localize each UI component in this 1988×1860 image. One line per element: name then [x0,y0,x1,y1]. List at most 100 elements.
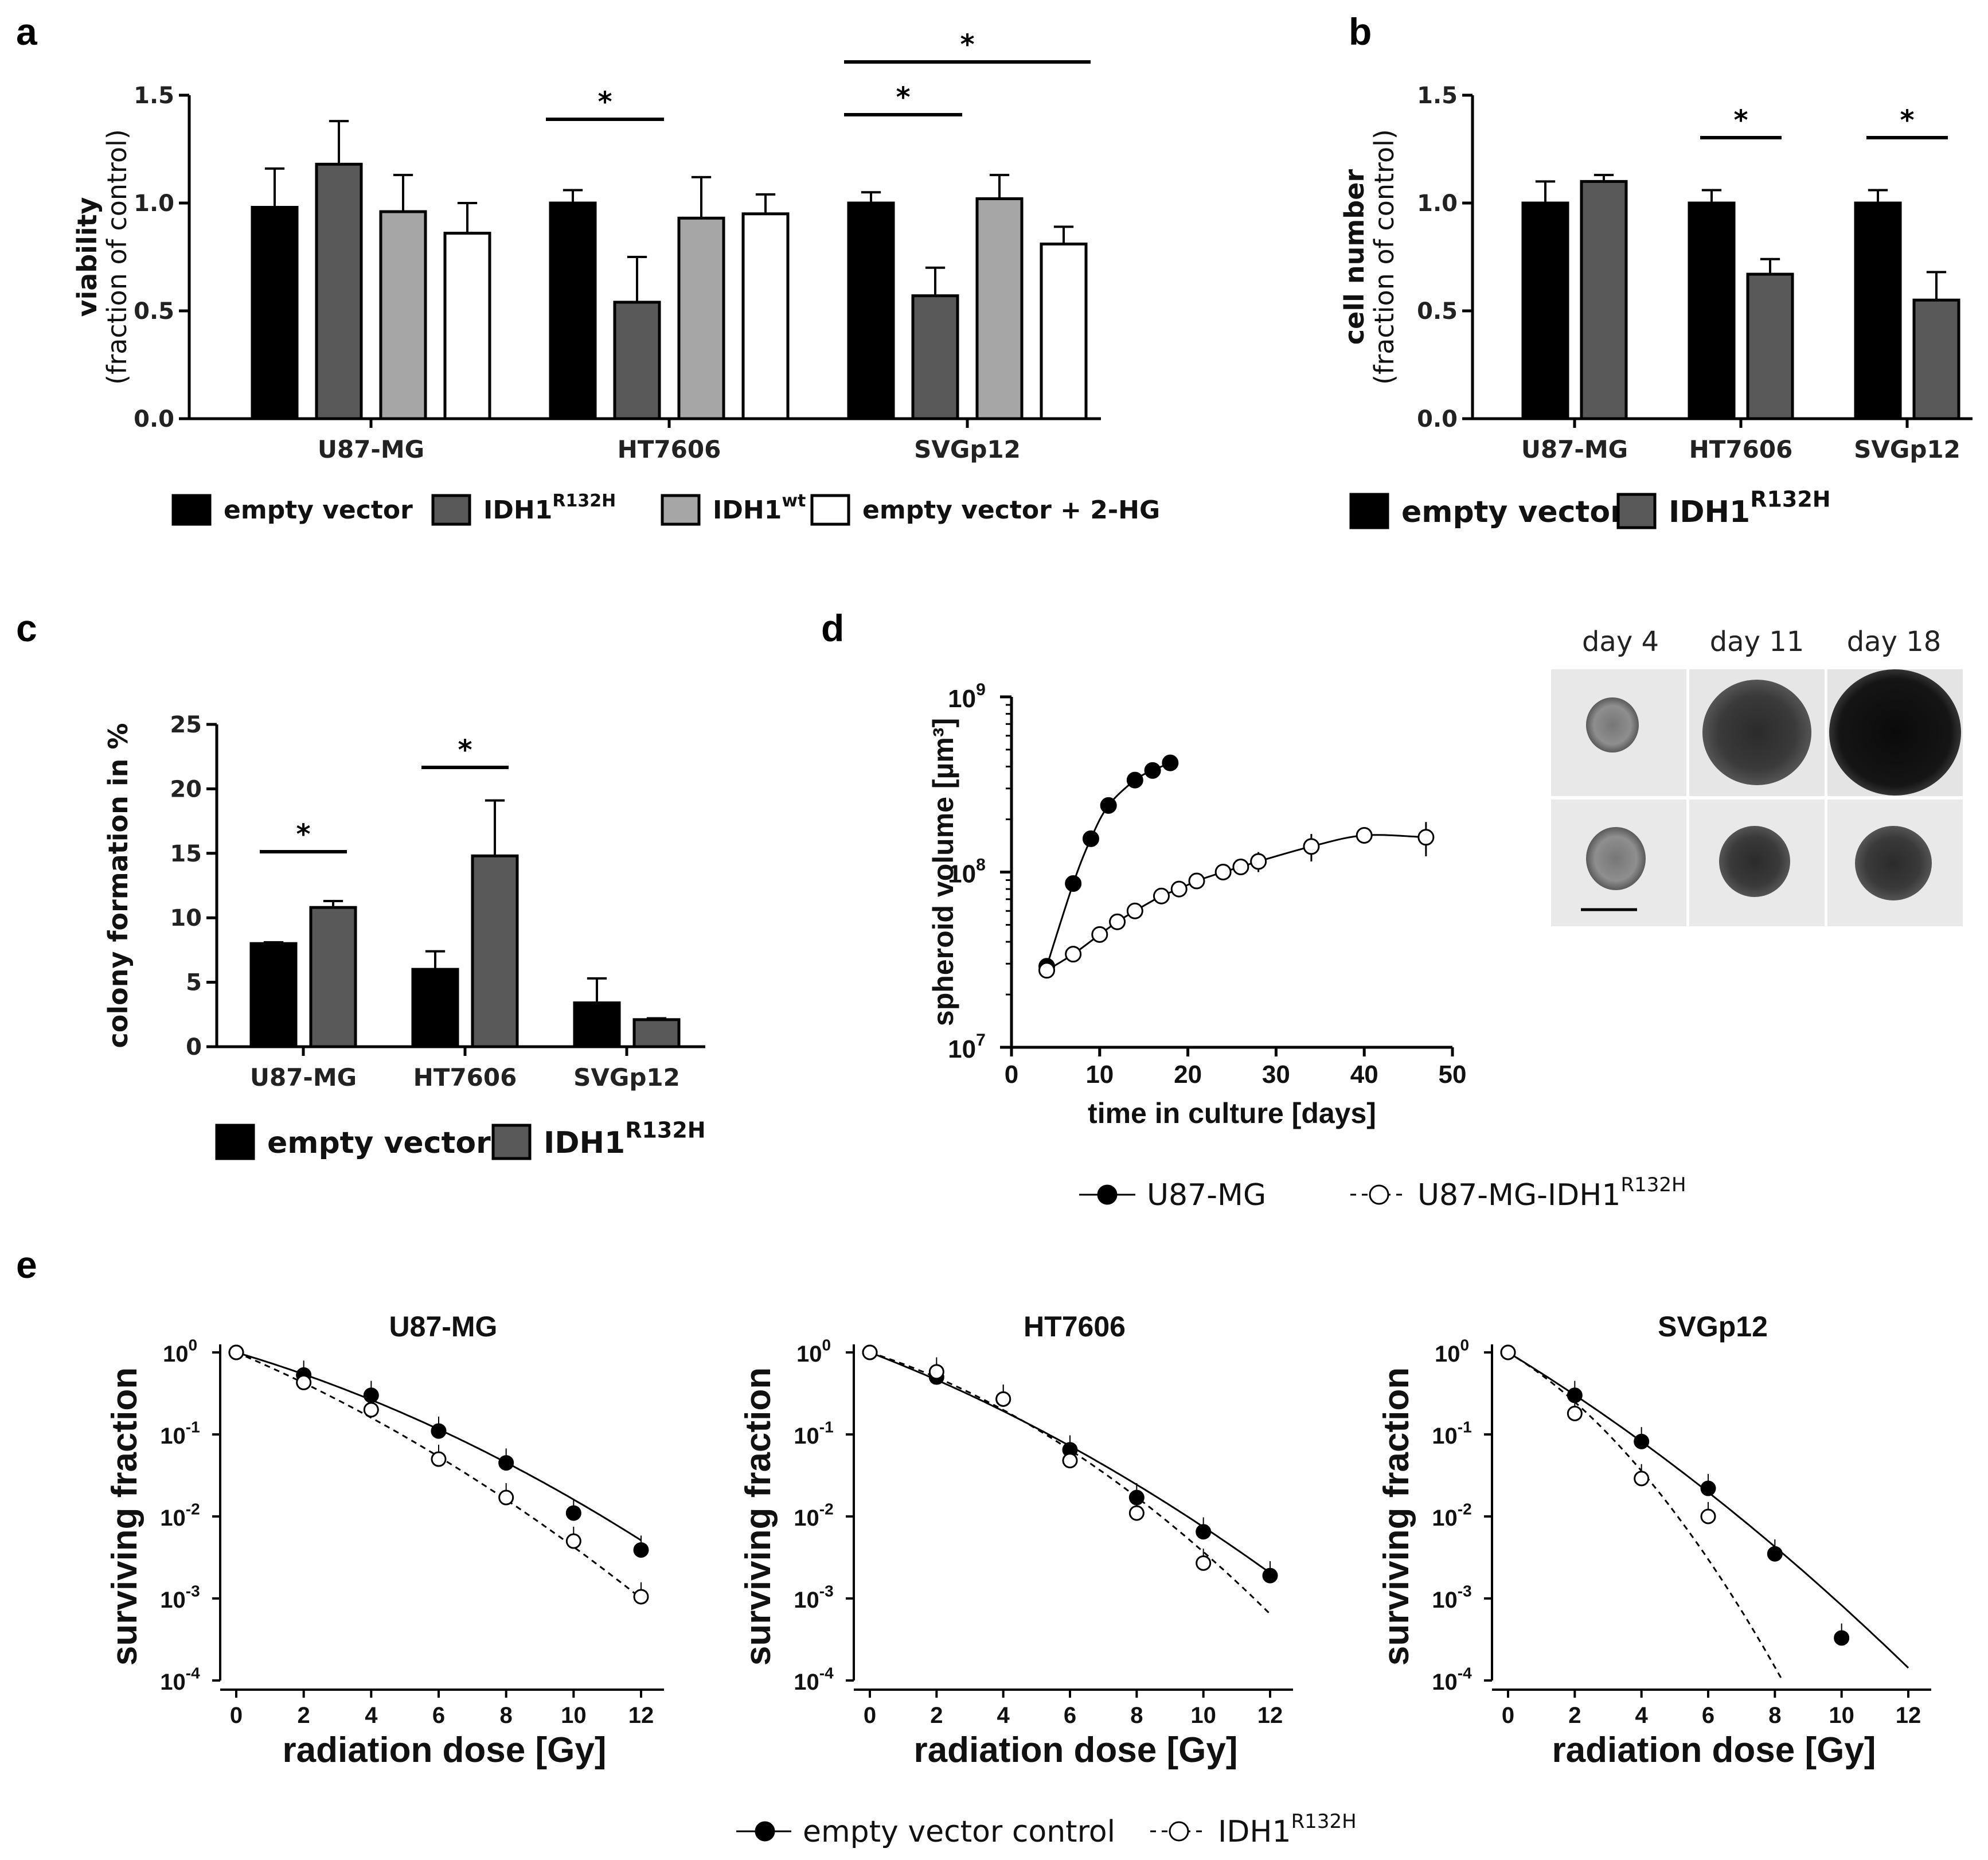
data-point [1196,1555,1212,1571]
data-point [633,1542,649,1558]
category-label: SVGp12 [1854,435,1960,463]
category-label: U87-MG [318,435,424,463]
bar [1040,242,1088,420]
x-tick-label: 4 [1635,1703,1649,1728]
series-line [1046,762,1171,967]
y-tick-label: 10-3 [794,1582,833,1613]
data-point [498,1489,514,1506]
data-point [296,1374,312,1390]
x-tick-label: 8 [1130,1703,1143,1728]
data-point [363,1402,379,1418]
data-point [1214,864,1232,880]
y-tick-label: 0.0 [1417,406,1458,432]
panel-letter-d: d [821,607,844,649]
bar [251,206,299,420]
day-label-11: day 11 [1710,626,1805,658]
data-point [1082,830,1099,847]
data-point [1196,1524,1212,1540]
x-tick-label: 12 [1257,1703,1283,1728]
x-tick-label: 6 [1064,1703,1076,1728]
panel-letter-c: c [16,607,37,649]
bar [613,301,661,420]
data-point [1109,913,1126,930]
y-axis-label: surviving fraction [739,1367,778,1666]
spheroid-u87-day18 [1829,669,1961,796]
spheroid-u87-day11 [1702,680,1811,785]
x-tick-label: 10 [1190,1703,1216,1728]
y-tick-label: 1.5 [1417,83,1458,109]
chart-title: U87-MG [389,1311,498,1343]
bar [379,210,427,420]
bar [741,212,790,420]
bar [1580,180,1628,420]
y-axis-sublabel: (fraction of control) [1369,129,1400,385]
x-tick-label: 2 [298,1703,310,1728]
panel-c-colony-formation-chart: 0 5 10 15 20 25 colony formation in % U87-MG HT7… [103,712,705,1091]
bar [315,162,363,420]
y-tick-label: 10-2 [794,1500,833,1531]
legend-label: empty vector + 2-HG [862,496,1160,525]
y-tick-label: 10-2 [1432,1500,1471,1531]
y-tick-label: 1.0 [1417,190,1458,217]
legend-swatch [1349,493,1389,529]
panel-e-ht7606-survival-chart: HT7606 0 2 4 6 8 10 12 100 10-1 10-2 10-3 10-4 radiat… [739,1311,1293,1770]
legend-c: empty vector IDH1R132H [215,1117,706,1160]
data-point [1188,872,1205,890]
x-tick-label: 0 [864,1703,876,1728]
bar [911,294,959,420]
bar [847,201,895,420]
y-tick-label: 10-3 [160,1582,200,1613]
day-label-4: day 4 [1582,626,1659,658]
data-point [228,1344,244,1360]
category-label: HT7606 [413,1063,517,1091]
legend-label: empty vector [1401,495,1625,529]
y-axis-label: spheroid volume [µm³] [927,718,959,1026]
data-point [1567,1405,1583,1421]
bar [249,942,298,1048]
y-tick-label: 10 [170,905,202,931]
x-tick-label: 40 [1350,1060,1378,1089]
y-tick-label: 109 [948,680,986,713]
spheroid-idh1-day4 [1586,827,1646,890]
legend-label: empty vector [224,496,413,525]
y-tick-label: 107 [948,1031,986,1063]
data-point [1834,1630,1850,1646]
data-point [1500,1344,1516,1360]
y-tick-label: 10-1 [794,1418,833,1449]
data-point [1634,1433,1650,1449]
spheroid-u87-day4 [1586,697,1639,752]
category-label: U87-MG [1521,435,1628,463]
y-tick-label: 10-1 [1432,1418,1471,1449]
y-tick-label: 1.0 [134,190,174,217]
panel-a-viability-chart: 0.0 0.5 1.0 1.5 viability(fraction of contro… [72,29,1101,463]
panel-letter-e: e [16,1243,37,1286]
x-tick-label: 10 [1829,1703,1854,1728]
data-point [1126,771,1143,789]
data-point [565,1533,581,1549]
x-tick-label: 20 [1174,1060,1202,1089]
bar [1521,201,1569,420]
y-tick-label: 20 [170,776,202,802]
significance-star: * [458,734,472,766]
y-tick-label: 25 [170,712,202,738]
category-label: SVGp12 [914,435,1021,463]
data-point [1303,838,1320,855]
y-tick-label: 0.0 [134,406,174,432]
legend-swatch [1616,493,1657,529]
data-point [995,1391,1011,1407]
x-tick-label: 2 [930,1703,943,1728]
legend-e: empty vector control IDH1R132H [736,1810,1357,1849]
fit-curve [869,1351,1271,1615]
data-point [1700,1508,1716,1524]
legend-marker [1169,1821,1189,1842]
legend-label: U87-MG-IDH1R132H [1417,1173,1686,1212]
y-tick-label: 0.5 [1417,298,1458,325]
legend-b: empty vector IDH1R132H [1349,486,1831,529]
x-tick-label: 6 [1702,1703,1714,1728]
y-tick-label: 5 [186,970,202,996]
y-axis-sublabel: (fraction of control) [101,129,132,385]
y-axis-label: cell number [1339,169,1370,345]
data-point [1100,797,1117,814]
data-point [1232,859,1249,876]
